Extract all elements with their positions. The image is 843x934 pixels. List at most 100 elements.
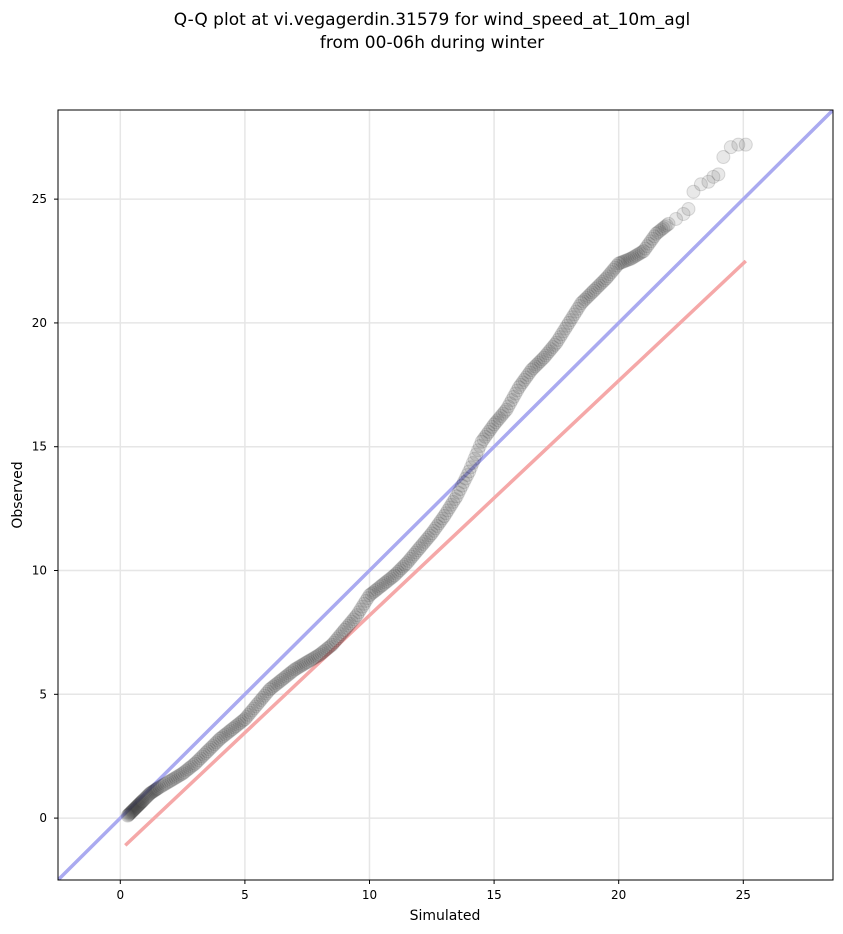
x-tick-label: 5 bbox=[241, 888, 249, 902]
quantile-point bbox=[656, 221, 671, 236]
quantile-point bbox=[289, 661, 304, 676]
quantile-point bbox=[144, 785, 159, 800]
quantile-point bbox=[471, 443, 486, 458]
quantile-point bbox=[319, 642, 334, 657]
quantile-point bbox=[218, 727, 233, 742]
quantile-point bbox=[446, 494, 461, 509]
quantile-point bbox=[415, 536, 430, 551]
quantile-point bbox=[449, 489, 464, 504]
quantile-point bbox=[602, 267, 617, 282]
quantile-point bbox=[586, 283, 601, 298]
quantile-point bbox=[133, 795, 148, 810]
quantile-point bbox=[294, 658, 309, 673]
quantile-point bbox=[301, 654, 316, 669]
quantile-point bbox=[731, 137, 746, 152]
x-axis-ticks: 0 5 10 15 20 25 bbox=[116, 880, 751, 902]
quantile-point bbox=[266, 679, 281, 694]
quantile-point bbox=[350, 608, 365, 623]
quantile-point bbox=[560, 318, 575, 333]
quantile-point bbox=[522, 365, 537, 380]
quantile-point bbox=[419, 532, 434, 547]
quantile-point bbox=[615, 255, 630, 270]
quantile-point bbox=[243, 705, 258, 720]
quantile-point bbox=[447, 492, 462, 507]
quantile-point bbox=[373, 579, 388, 594]
quantile-point bbox=[339, 620, 354, 635]
quantile-point bbox=[332, 629, 347, 644]
quantile-point bbox=[344, 614, 359, 629]
quantile-point bbox=[149, 782, 164, 797]
quantile-point bbox=[501, 399, 516, 414]
quantile-point bbox=[487, 417, 502, 432]
quantile-point bbox=[374, 578, 389, 593]
quantile-point bbox=[220, 726, 235, 741]
quantile-point bbox=[200, 744, 215, 759]
quantile-point bbox=[506, 389, 521, 404]
quantile-point bbox=[330, 631, 345, 646]
quantile-point bbox=[362, 588, 377, 603]
quantile-point bbox=[481, 424, 496, 439]
quantile-point bbox=[606, 262, 621, 277]
quantile-point bbox=[255, 690, 270, 705]
quantile-point bbox=[392, 563, 407, 578]
quantile-point bbox=[239, 709, 254, 724]
quantile-point bbox=[643, 234, 658, 249]
chart-title-line2: from 00-06h during winter bbox=[320, 33, 544, 53]
quantile-point bbox=[173, 767, 188, 782]
quantile-point bbox=[132, 797, 147, 812]
quantile-point bbox=[455, 478, 470, 493]
quantile-point bbox=[172, 768, 187, 783]
quantile-point bbox=[631, 247, 646, 262]
quantile-point bbox=[195, 749, 210, 764]
quantile-point bbox=[366, 585, 381, 600]
quantile-point bbox=[378, 575, 393, 590]
x-tick-label: 20 bbox=[611, 888, 626, 902]
quantile-point bbox=[120, 808, 135, 823]
quantile-point bbox=[519, 370, 534, 385]
quantile-point bbox=[652, 223, 667, 238]
quantile-point bbox=[287, 662, 302, 677]
quantile-point bbox=[412, 541, 427, 556]
quantile-point bbox=[558, 321, 573, 336]
quantile-point bbox=[257, 688, 272, 703]
chart-title-line1: Q-Q plot at vi.vegagerdin.31579 for wind… bbox=[174, 10, 690, 30]
quantile-point bbox=[629, 248, 644, 263]
quantile-point bbox=[738, 137, 753, 152]
quantile-point bbox=[234, 714, 249, 729]
quantile-point bbox=[245, 703, 260, 718]
quantile-point bbox=[577, 292, 592, 307]
quantile-point bbox=[583, 287, 598, 302]
quantile-point bbox=[723, 140, 738, 155]
quantile-point bbox=[309, 649, 324, 664]
quantile-point bbox=[588, 281, 603, 296]
quantile-point bbox=[398, 557, 413, 572]
quantile-point bbox=[227, 720, 242, 735]
quantile-point bbox=[214, 730, 229, 745]
quantile-point bbox=[269, 676, 284, 691]
quantile-point bbox=[681, 202, 696, 217]
quantile-point bbox=[650, 225, 665, 240]
quantile-point bbox=[595, 274, 610, 289]
y-tick-label: 10 bbox=[32, 564, 47, 578]
quantile-point bbox=[554, 327, 569, 342]
quantile-point bbox=[442, 500, 457, 515]
quantile-point bbox=[221, 724, 236, 739]
quantile-point bbox=[463, 460, 478, 475]
quantile-point bbox=[565, 310, 580, 325]
quantile-point bbox=[137, 791, 152, 806]
quantile-point bbox=[657, 219, 672, 234]
quantile-point bbox=[529, 357, 544, 372]
quantile-point bbox=[465, 455, 480, 470]
quantile-point bbox=[406, 547, 421, 562]
quantile-point bbox=[601, 269, 616, 284]
fit-line-layer bbox=[124, 259, 747, 847]
quantile-point bbox=[230, 717, 245, 732]
quantile-point bbox=[285, 663, 300, 678]
quantile-point bbox=[410, 543, 425, 558]
quantile-point bbox=[649, 226, 664, 241]
quantile-point bbox=[540, 346, 555, 361]
quantile-point bbox=[414, 539, 429, 554]
quantile-point bbox=[323, 639, 338, 654]
quantile-point bbox=[278, 669, 293, 684]
quantile-point bbox=[280, 668, 295, 683]
